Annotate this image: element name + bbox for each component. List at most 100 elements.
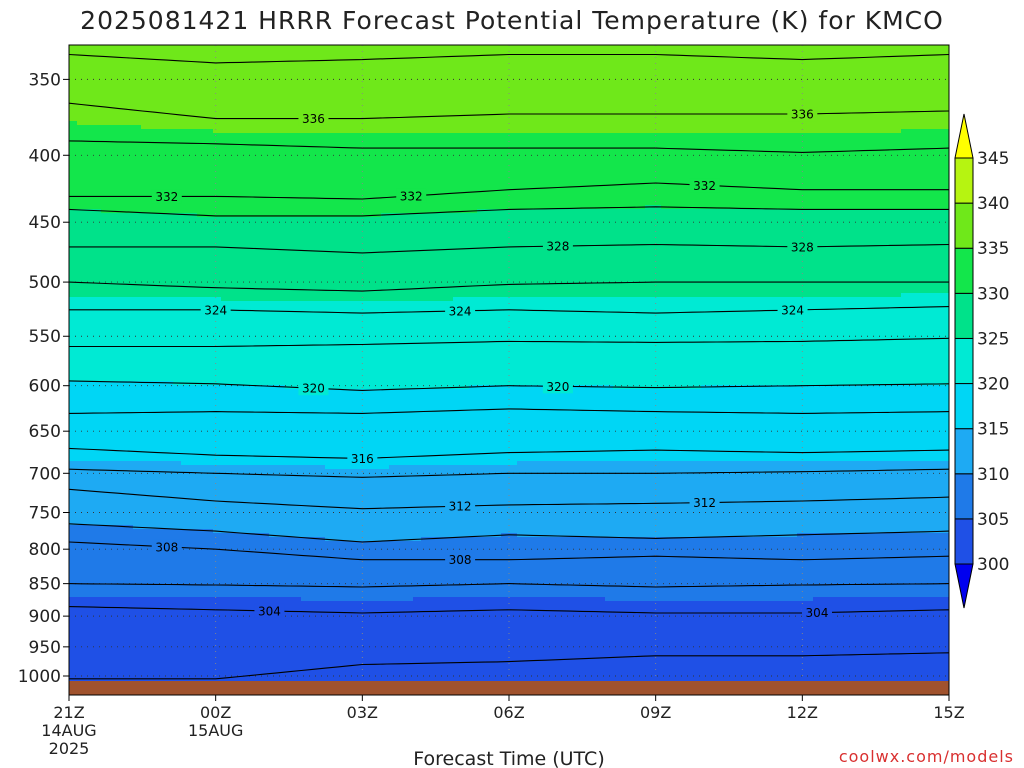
- contour-fill-cell: [125, 533, 134, 538]
- contour-fill-cell: [101, 141, 110, 146]
- contour-fill-cell: [293, 649, 302, 654]
- contour-fill-cell: [77, 85, 86, 90]
- contour-fill-cell: [133, 149, 142, 154]
- contour-fill-cell: [229, 501, 238, 506]
- contour-fill-cell: [197, 145, 206, 150]
- contour-fill-cell: [149, 333, 158, 338]
- contour-fill-cell: [117, 113, 126, 118]
- contour-fill-cell: [261, 557, 270, 562]
- contour-fill-cell: [189, 105, 198, 110]
- contour-fill-cell: [189, 517, 198, 522]
- contour-fill-cell: [237, 101, 246, 106]
- contour-fill-cell: [213, 53, 222, 58]
- contour-fill-cell: [213, 621, 222, 626]
- contour-fill-cell: [269, 505, 278, 510]
- contour-fill-cell: [93, 237, 102, 242]
- contour-fill-cell: [69, 397, 78, 402]
- contour-fill-cell: [309, 413, 318, 418]
- contour-fill-cell: [77, 109, 86, 114]
- contour-fill-cell: [229, 193, 238, 198]
- contour-fill-cell: [93, 661, 102, 666]
- contour-fill-cell: [69, 153, 78, 158]
- contour-fill-cell: [253, 177, 262, 182]
- contour-fill-cell: [157, 281, 166, 286]
- contour-fill-cell: [309, 137, 318, 142]
- contour-fill-cell: [237, 337, 246, 342]
- contour-fill-cell: [149, 225, 158, 230]
- contour-fill-cell: [85, 341, 94, 346]
- contour-fill-cell: [293, 317, 302, 322]
- contour-fill-cell: [125, 609, 134, 614]
- contour-fill-cell: [101, 437, 110, 442]
- contour-fill-cell: [141, 129, 150, 134]
- contour-fill-cell: [253, 533, 262, 538]
- contour-fill-cell: [253, 641, 262, 646]
- contour-fill-cell: [269, 357, 278, 362]
- contour-fill-cell: [253, 401, 262, 406]
- contour-fill-cell: [117, 577, 126, 582]
- contour-fill-cell: [277, 149, 286, 154]
- contour-fill-cell: [117, 129, 126, 134]
- contour-fill-cell: [229, 77, 238, 82]
- contour-fill-cell: [189, 393, 198, 398]
- contour-fill-cell: [261, 293, 270, 298]
- contour-fill-cell: [197, 357, 206, 362]
- contour-fill-cell: [213, 357, 222, 362]
- contour-fill-cell: [157, 389, 166, 394]
- contour-fill-cell: [77, 485, 86, 490]
- contour-fill-cell: [69, 197, 78, 202]
- contour-fill-cell: [109, 133, 118, 138]
- contour-fill-cell: [77, 381, 86, 386]
- contour-fill-cell: [149, 157, 158, 162]
- contour-fill-cell: [165, 617, 174, 622]
- contour-fill-cell: [109, 649, 118, 654]
- contour-fill-cell: [165, 233, 174, 238]
- contour-fill-cell: [253, 161, 262, 166]
- contour-fill-cell: [85, 393, 94, 398]
- contour-fill-cell: [197, 605, 206, 610]
- contour-fill-cell: [181, 53, 190, 58]
- contour-fill-cell: [213, 45, 222, 50]
- contour-fill-cell: [293, 485, 302, 490]
- contour-fill-cell: [269, 493, 278, 498]
- contour-fill-cell: [205, 257, 214, 262]
- contour-fill-cell: [173, 321, 182, 326]
- contour-fill-cell: [293, 373, 302, 378]
- contour-fill-cell: [165, 585, 174, 590]
- contour-fill-cell: [245, 249, 254, 254]
- contour-fill-cell: [221, 353, 230, 358]
- contour-fill-cell: [133, 617, 142, 622]
- contour-fill-cell: [93, 485, 102, 490]
- contour-fill-cell: [221, 357, 230, 362]
- contour-fill-cell: [205, 269, 214, 274]
- contour-fill-cell: [181, 505, 190, 510]
- contour-fill-cell: [237, 353, 246, 358]
- contour-fill-cell: [229, 49, 238, 54]
- contour-fill-cell: [69, 461, 78, 466]
- contour-fill-cell: [301, 305, 310, 310]
- contour-fill-cell: [157, 261, 166, 266]
- contour-fill-cell: [101, 561, 110, 566]
- contour-fill-cell: [205, 541, 214, 546]
- contour-fill-cell: [253, 309, 262, 314]
- contour-fill-cell: [237, 405, 246, 410]
- contour-fill-cell: [109, 141, 118, 146]
- contour-fill-cell: [189, 313, 198, 318]
- contour-fill-cell: [173, 501, 182, 506]
- contour-fill-cell: [301, 425, 310, 430]
- contour-fill-cell: [229, 277, 238, 282]
- contour-fill-cell: [181, 653, 190, 658]
- contour-fill-cell: [261, 577, 270, 582]
- contour-fill-cell: [245, 297, 254, 302]
- contour-fill-cell: [261, 593, 270, 598]
- contour-fill-cell: [301, 421, 310, 426]
- contour-fill-cell: [133, 345, 142, 350]
- contour-fill-cell: [229, 353, 238, 358]
- contour-fill-cell: [101, 369, 110, 374]
- contour-fill-cell: [133, 609, 142, 614]
- contour-fill-cell: [181, 429, 190, 434]
- contour-fill-cell: [157, 141, 166, 146]
- contour-fill-cell: [93, 349, 102, 354]
- contour-fill-cell: [93, 477, 102, 482]
- contour-fill-cell: [253, 577, 262, 582]
